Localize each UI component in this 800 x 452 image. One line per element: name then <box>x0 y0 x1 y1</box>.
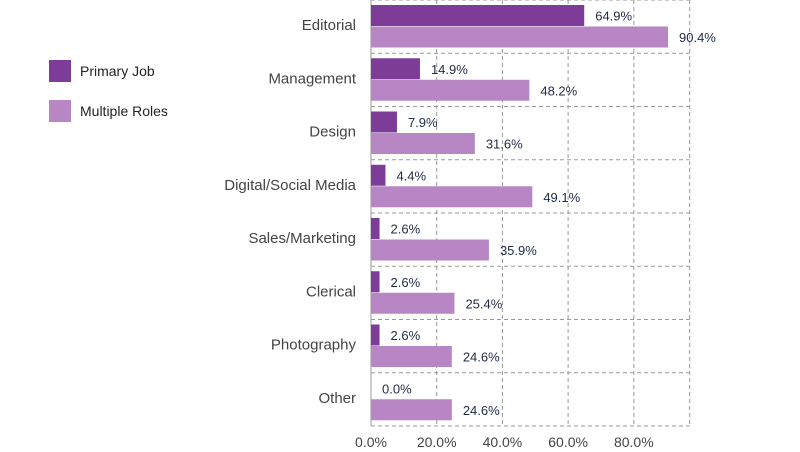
category-label: Digital/Social Media <box>224 177 356 194</box>
data-label: 24.6% <box>463 350 500 365</box>
bar-primary-job <box>371 324 380 346</box>
bar-multiple-roles <box>371 292 455 314</box>
bar-multiple-roles <box>371 239 489 261</box>
x-axis-ticks: 0.0% 20.0% 40.0% 60.0% 80.0% <box>355 434 654 450</box>
category-label: Editorial <box>302 17 356 34</box>
bar-primary-job <box>371 5 585 26</box>
legend-label: Multiple Roles <box>80 103 168 119</box>
category-label: Sales/Marketing <box>248 230 356 247</box>
data-label: 2.6% <box>391 222 421 237</box>
bar-primary-job <box>371 58 420 80</box>
data-label: 35.9% <box>500 243 537 258</box>
data-label: 7.9% <box>408 115 438 130</box>
category-label: Management <box>268 70 356 87</box>
category-label: Design <box>309 124 356 141</box>
bar-primary-job <box>371 271 380 293</box>
x-tick-label: 40.0% <box>483 434 523 450</box>
bars-group: Editorial 64.9% 90.4% Management 14.9% 48.2% D… <box>224 5 716 421</box>
bar-primary-job <box>371 164 386 186</box>
data-label: 4.4% <box>396 168 426 183</box>
data-label: 48.2% <box>540 83 577 98</box>
x-tick-label: 80.0% <box>614 434 654 450</box>
data-label: 0.0% <box>382 381 412 396</box>
legend: Primary Job Multiple Roles <box>49 60 168 122</box>
bar-multiple-roles <box>371 133 475 154</box>
category-label: Clerical <box>306 283 356 300</box>
bar-multiple-roles <box>371 79 530 101</box>
legend-swatch <box>49 100 71 122</box>
data-label: 2.6% <box>391 275 421 290</box>
x-tick-label: 60.0% <box>548 434 588 450</box>
legend-swatch <box>49 60 71 82</box>
data-label: 49.1% <box>543 190 580 205</box>
bar-multiple-roles <box>371 399 452 421</box>
x-tick-label: 0.0% <box>355 434 387 450</box>
data-label: 2.6% <box>391 328 421 343</box>
data-label: 14.9% <box>431 62 468 77</box>
data-label: 31.6% <box>486 137 523 152</box>
bar-multiple-roles <box>371 186 533 208</box>
data-label: 24.6% <box>463 403 500 418</box>
bar-primary-job <box>371 218 380 239</box>
data-label: 25.4% <box>465 296 502 311</box>
x-tick-label: 20.0% <box>417 434 457 450</box>
bar-primary-job <box>371 111 397 133</box>
category-label: Other <box>318 390 356 407</box>
legend-label: Primary Job <box>80 63 155 79</box>
category-label: Photography <box>271 337 357 354</box>
data-label: 90.4% <box>679 30 716 45</box>
data-label: 64.9% <box>595 9 632 24</box>
bar-multiple-roles <box>371 346 452 367</box>
bar-multiple-roles <box>371 26 668 48</box>
